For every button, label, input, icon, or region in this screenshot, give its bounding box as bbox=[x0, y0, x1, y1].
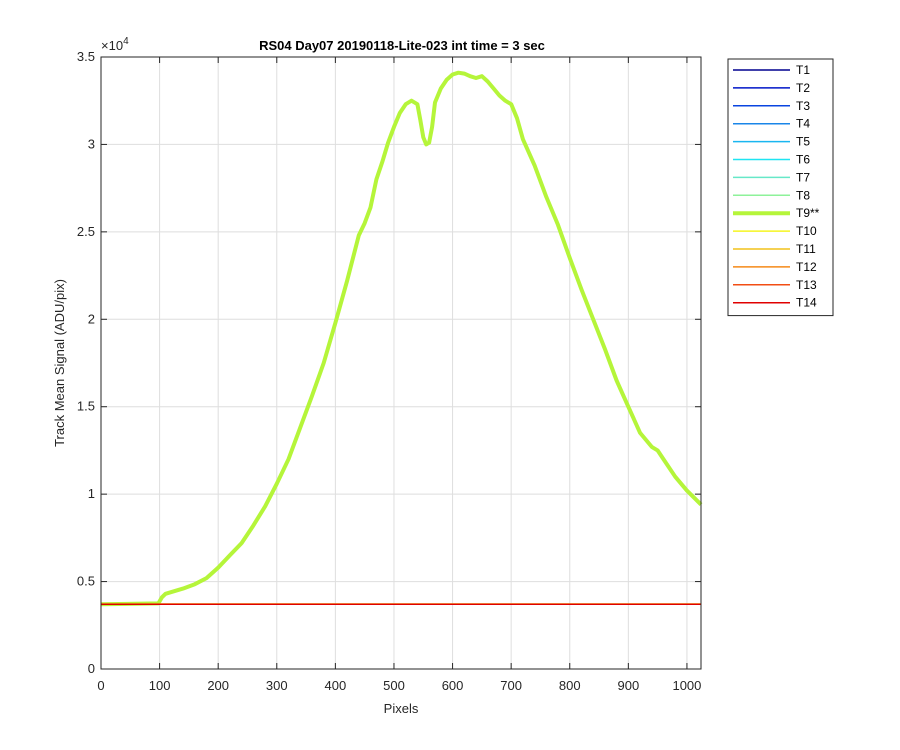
y-tick-label: 3 bbox=[88, 136, 95, 151]
x-tick-label: 600 bbox=[442, 678, 464, 693]
y-tick-label: 2.5 bbox=[77, 224, 95, 239]
legend-label-t12: T12 bbox=[796, 260, 817, 274]
x-tick-label: 500 bbox=[383, 678, 405, 693]
legend-label-t11: T11 bbox=[796, 242, 816, 256]
x-tick-label: 900 bbox=[617, 678, 639, 693]
x-tick-label: 700 bbox=[500, 678, 522, 693]
y-exponent-base: ×10 bbox=[101, 38, 123, 53]
x-tick-label: 200 bbox=[207, 678, 229, 693]
legend-label-t10: T10 bbox=[796, 224, 817, 238]
y-exponent-label: ×104 bbox=[101, 36, 129, 53]
x-tick-label: 400 bbox=[325, 678, 347, 693]
legend-label-t6: T6 bbox=[796, 153, 810, 167]
x-tick-label: 100 bbox=[149, 678, 171, 693]
y-tick-label: 3.5 bbox=[77, 49, 95, 64]
series-lines bbox=[100, 70, 703, 607]
axis-ticks: 0 100 200 300 400 500 600 700 800 900 1000 0 0.5 1 1.5… bbox=[77, 49, 701, 693]
legend-label-t13: T13 bbox=[796, 278, 817, 292]
y-tick-label: 1 bbox=[88, 486, 95, 501]
legend-label-t1: T1 bbox=[796, 63, 810, 77]
y-tick-label: 0 bbox=[88, 661, 95, 676]
legend-label-t2: T2 bbox=[796, 81, 810, 95]
legend-label-t7: T7 bbox=[796, 170, 810, 184]
legend-label-t4: T4 bbox=[796, 117, 810, 131]
y-exponent-power: 4 bbox=[123, 36, 129, 47]
legend-label-t8: T8 bbox=[796, 188, 810, 202]
legend-label-t3: T3 bbox=[796, 99, 810, 113]
plot-frame bbox=[100, 56, 702, 670]
legend-items: T1 T2 T3 T4 T5 T6 T7 T8 T9** T10 T11 T12 T13 T14 bbox=[733, 63, 820, 310]
x-axis-label: Pixels bbox=[384, 701, 419, 716]
legend-box bbox=[727, 58, 834, 317]
series-line-t9 bbox=[100, 70, 703, 607]
chart-title: RS04 Day07 20190118-Lite-023 int time = … bbox=[259, 38, 545, 53]
legend-label-t9: T9** bbox=[796, 206, 820, 220]
y-tick-label: 2 bbox=[88, 311, 95, 326]
x-tick-label: 0 bbox=[97, 678, 104, 693]
legend: T1 T2 T3 T4 T5 T6 T7 T8 T9** T10 T11 T12 T13 T14 bbox=[727, 58, 834, 317]
x-tick-label: 800 bbox=[559, 678, 581, 693]
y-axis-label: Track Mean Signal (ADU/pix) bbox=[52, 279, 67, 447]
y-tick-label: 0.5 bbox=[77, 574, 95, 589]
x-tick-label: 300 bbox=[266, 678, 288, 693]
legend-label-t14: T14 bbox=[796, 296, 817, 310]
legend-label-t5: T5 bbox=[796, 135, 810, 149]
y-tick-label: 1.5 bbox=[77, 399, 95, 414]
x-tick-label: 1000 bbox=[672, 678, 701, 693]
